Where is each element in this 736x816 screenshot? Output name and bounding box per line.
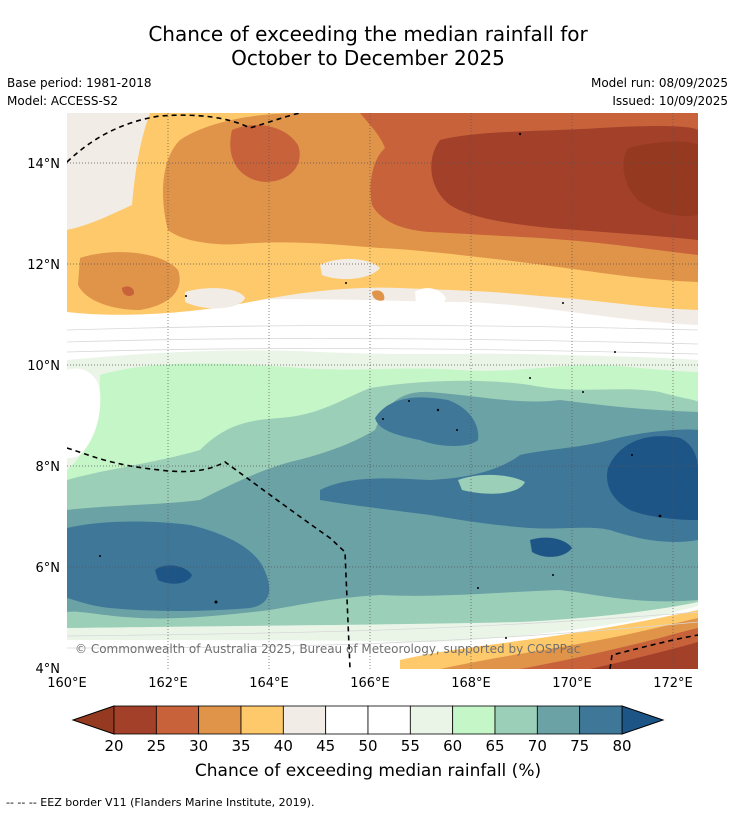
colorbar-tick: 80: [612, 737, 631, 755]
model-name: Model: ACCESS-S2: [7, 94, 119, 108]
issued-date: Issued: 10/09/2025: [612, 94, 728, 108]
colorbar-over-arrow: [621, 705, 665, 735]
title-line-2: October to December 2025: [231, 46, 505, 70]
colorbar-tick: 70: [528, 737, 547, 755]
colorbar-tick: 50: [358, 737, 377, 755]
islands: [99, 132, 662, 639]
lat-label: 4°N: [36, 662, 61, 677]
colorbar: 20 25 30 35 40 45 50 55 60 65 70 75 80: [71, 705, 665, 755]
lat-label: 10°N: [27, 359, 60, 374]
colorbar-swatch: [325, 705, 369, 735]
rainfall-probability-field: [67, 113, 698, 669]
lon-label: 166°E: [350, 676, 390, 691]
meta-left: Base period: 1981-2018 Model: ACCESS-S2: [7, 74, 152, 110]
eez-border: [67, 113, 698, 669]
colorbar-tick: 35: [231, 737, 250, 755]
colorbar-tick: 60: [443, 737, 462, 755]
colorbar-tick: 25: [147, 737, 166, 755]
colorbar-label: Chance of exceeding median rainfall (%): [194, 761, 542, 781]
colorbar-swatch: [282, 705, 327, 735]
lat-label: 14°N: [27, 157, 60, 172]
colorbar-swatch: [240, 705, 284, 735]
base-period: Base period: 1981-2018: [7, 76, 152, 90]
lat-axis: 4°N 6°N 8°N 10°N 12°N 14°N: [27, 157, 60, 677]
colorbar-swatch: [198, 705, 242, 735]
lon-label: 168°E: [451, 676, 491, 691]
lat-label: 8°N: [36, 460, 61, 475]
contour-lines: [67, 324, 698, 649]
model-run: Model run: 08/09/2025: [590, 76, 728, 90]
colorbar-swatch: [536, 705, 581, 735]
meta-right: Model run: 08/09/2025 Issued: 10/09/2025: [591, 74, 728, 110]
colorbar-swatch: [579, 705, 623, 735]
colorbar-swatch: [409, 705, 454, 735]
copyright-notice: © Commonwealth of Australia 2025, Bureau…: [75, 642, 580, 656]
lat-label: 12°N: [27, 258, 60, 273]
lat-label: 6°N: [36, 561, 61, 576]
chart-title: Chance of exceeding the median rainfall …: [0, 22, 736, 70]
lon-label: 164°E: [249, 676, 289, 691]
colorbar-tick: 75: [570, 737, 589, 755]
colorbar-tick: 20: [104, 737, 123, 755]
colorbar-tick: 65: [485, 737, 504, 755]
colorbar-tick: 55: [401, 737, 420, 755]
lon-label: 160°E: [47, 676, 87, 691]
colorbar-under-arrow: [71, 705, 115, 735]
colorbar-swatch: [113, 705, 157, 735]
title-line-1: Chance of exceeding the median rainfall …: [148, 22, 588, 46]
colorbar-swatch: [155, 705, 200, 735]
colorbar-swatch: [494, 705, 538, 735]
lon-label: 162°E: [148, 676, 188, 691]
colorbar-tick: 40: [274, 737, 293, 755]
eez-legend: -- -- -- EEZ border V11 (Flanders Marine…: [6, 796, 315, 809]
lon-label: 170°E: [552, 676, 592, 691]
colorbar-swatch: [367, 705, 411, 735]
colorbar-swatch: [452, 705, 496, 735]
colorbar-tick: 45: [316, 737, 335, 755]
colorbar-tick: 30: [189, 737, 208, 755]
lon-label: 172°E: [653, 676, 693, 691]
graticule: [67, 113, 698, 669]
lon-axis: 160°E 162°E 164°E 166°E 168°E 170°E 172°…: [47, 676, 693, 691]
